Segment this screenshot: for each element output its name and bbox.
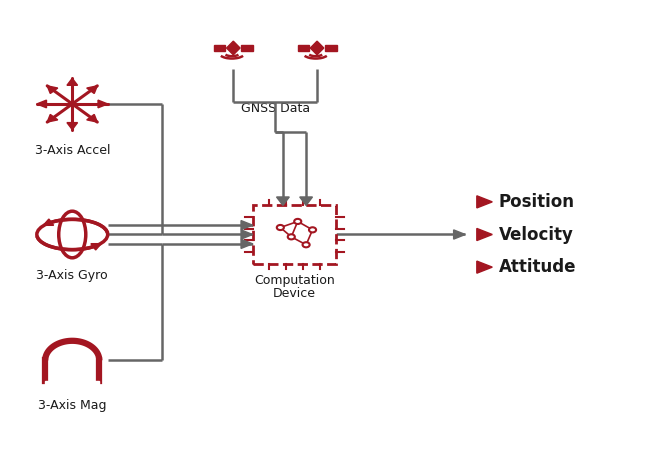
- Bar: [214, 45, 225, 51]
- Polygon shape: [241, 220, 252, 230]
- Text: GNSS Data: GNSS Data: [241, 102, 310, 114]
- Polygon shape: [241, 239, 252, 249]
- Polygon shape: [37, 100, 47, 108]
- Circle shape: [277, 225, 284, 230]
- Bar: [298, 45, 309, 51]
- Polygon shape: [47, 86, 58, 93]
- Polygon shape: [311, 41, 324, 55]
- Circle shape: [294, 219, 302, 224]
- FancyBboxPatch shape: [252, 205, 336, 264]
- Polygon shape: [477, 196, 492, 208]
- Bar: [87, 381, 99, 387]
- Polygon shape: [276, 197, 289, 205]
- Circle shape: [303, 242, 310, 247]
- Polygon shape: [43, 219, 54, 225]
- Polygon shape: [67, 78, 78, 85]
- Polygon shape: [477, 261, 492, 273]
- Text: 3-Axis Mag: 3-Axis Mag: [38, 399, 107, 412]
- Text: 3-Axis Accel: 3-Axis Accel: [34, 144, 110, 157]
- Text: Computation: Computation: [254, 274, 335, 287]
- Polygon shape: [226, 41, 240, 55]
- Polygon shape: [47, 114, 58, 122]
- Polygon shape: [241, 230, 252, 239]
- Circle shape: [309, 227, 316, 233]
- Text: Device: Device: [273, 287, 316, 300]
- Text: Velocity: Velocity: [499, 226, 574, 243]
- Polygon shape: [98, 100, 107, 108]
- Polygon shape: [87, 114, 97, 122]
- Circle shape: [288, 234, 295, 239]
- Text: 3-Axis Gyro: 3-Axis Gyro: [36, 270, 108, 282]
- Polygon shape: [300, 197, 313, 205]
- Bar: [241, 45, 253, 51]
- Text: Position: Position: [499, 193, 575, 211]
- Polygon shape: [67, 122, 78, 129]
- Polygon shape: [91, 244, 101, 250]
- Bar: [45, 381, 58, 387]
- Polygon shape: [87, 86, 97, 93]
- Bar: [325, 45, 336, 51]
- Polygon shape: [454, 230, 465, 239]
- Text: Attitude: Attitude: [499, 258, 576, 276]
- Polygon shape: [477, 228, 492, 241]
